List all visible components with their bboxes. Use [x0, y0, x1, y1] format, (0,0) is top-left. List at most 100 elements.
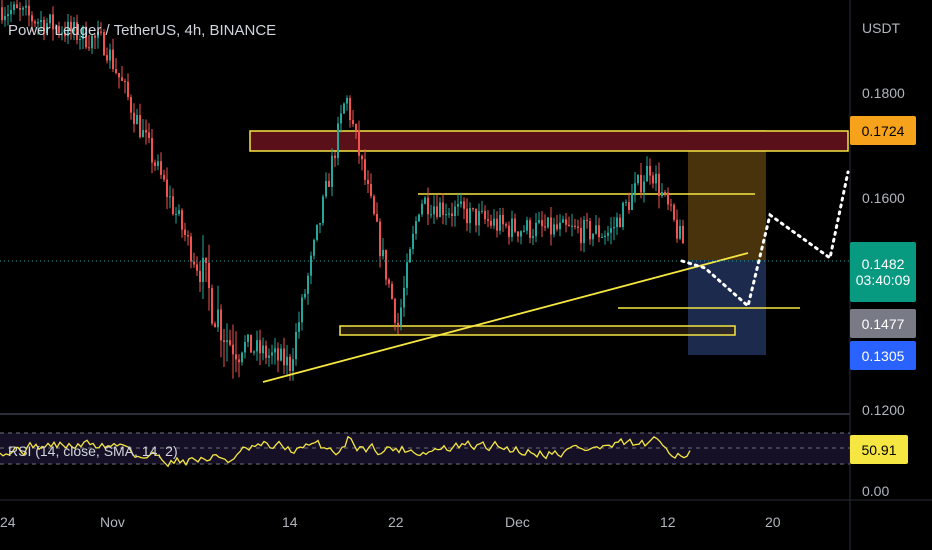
candle-body: [31, 15, 33, 22]
candle-body: [622, 202, 624, 228]
candle-body: [58, 26, 60, 33]
candle-body: [19, 8, 21, 10]
rsi-pane: RSI (14, close, SMA, 14, 2): [0, 432, 850, 468]
candle-body: [481, 210, 483, 212]
x-tick-label: 22: [388, 514, 404, 530]
candle-body: [307, 275, 309, 294]
candle-body: [268, 355, 270, 358]
bar-countdown: 03:40:09: [855, 272, 911, 288]
candle-body: [310, 255, 312, 276]
x-tick-label: 12: [660, 514, 676, 530]
candle-body: [643, 181, 645, 193]
candle-body: [244, 342, 246, 353]
candle-body: [1, 7, 3, 21]
candle-body: [208, 262, 210, 289]
candle-body: [346, 98, 348, 104]
candle-body: [532, 236, 534, 238]
time-axis[interactable]: 24 Nov 14 22 Dec 12 20: [0, 514, 781, 530]
candle-body: [52, 14, 54, 30]
candle-body: [634, 183, 636, 194]
candle-body: [430, 214, 432, 216]
resistance-price-label: 0.1724: [850, 116, 916, 145]
candle-body: [460, 201, 462, 205]
candle-body: [649, 165, 651, 176]
candle-body: [133, 112, 135, 125]
candle-body: [79, 38, 81, 40]
candle-body: [136, 115, 138, 125]
candle-body: [418, 214, 420, 222]
price-axis[interactable]: USDT 0.1800 0.1600 0.1200 0.00: [862, 20, 905, 499]
projection-path: [680, 170, 850, 309]
candle-body: [502, 214, 504, 225]
candle-body: [91, 35, 93, 49]
candle-body: [523, 230, 525, 232]
candle-body: [283, 348, 285, 366]
candle-body: [112, 49, 114, 70]
candle-body: [70, 21, 72, 32]
candle-body: [658, 173, 660, 197]
candle-body: [421, 203, 423, 215]
candle-body: [400, 307, 402, 326]
candle-body: [457, 204, 459, 207]
candle-body: [262, 345, 264, 354]
low-level-label: 0.1305: [850, 341, 916, 370]
candle-body: [583, 219, 585, 244]
candle-body: [298, 322, 300, 332]
candle-body: [205, 257, 207, 263]
candle-body: [325, 180, 327, 197]
candle-body: [229, 340, 231, 345]
candle-body: [145, 130, 147, 133]
candle-body: [655, 173, 657, 184]
candle-body: [196, 264, 198, 271]
candle-body: [190, 236, 192, 262]
candle-body: [556, 224, 558, 230]
candle-body: [349, 98, 351, 121]
candle-body: [220, 309, 222, 341]
candle-body: [553, 224, 555, 235]
candle-body: [517, 231, 519, 237]
y-tick-label: 0.1800: [862, 85, 905, 101]
last-price-value: 0.1482: [861, 256, 905, 272]
candle-body: [679, 225, 681, 239]
candle-body: [550, 217, 552, 235]
candle-body: [13, 4, 15, 10]
candle-body: [667, 192, 669, 205]
candle-body: [592, 233, 594, 240]
candle-body: [406, 262, 408, 288]
candle-body: [109, 49, 111, 61]
resistance-zone: [249, 130, 849, 152]
candle-body: [505, 224, 507, 226]
candle-body: [130, 97, 132, 113]
candle-body: [280, 348, 282, 361]
candle-body: [103, 32, 105, 56]
candle-body: [487, 219, 489, 221]
candle-body: [412, 233, 414, 250]
candle-body: [490, 220, 492, 226]
candle-body: [22, 7, 24, 10]
candle-body: [256, 340, 258, 352]
candle-body: [265, 345, 267, 358]
candle-body: [37, 22, 39, 24]
x-tick-label: 24: [0, 514, 16, 530]
candle-body: [433, 206, 435, 215]
candle-body: [313, 239, 315, 256]
candle-body: [316, 224, 318, 240]
candle-body: [604, 235, 606, 237]
candle-body: [211, 288, 213, 324]
candle-body: [355, 123, 357, 131]
x-tick-label: Nov: [100, 514, 125, 530]
candle-body: [175, 213, 177, 215]
candle-body: [304, 293, 306, 298]
ascending-trendline: [262, 252, 749, 383]
x-tick-label: Dec: [505, 514, 530, 530]
candle-body: [184, 229, 186, 236]
candle-body: [598, 225, 600, 238]
candle-body: [295, 331, 297, 360]
annotation-layer: [249, 130, 849, 355]
y-tick-label: 0.1200: [862, 402, 905, 418]
candle-body: [535, 222, 537, 237]
candle-body: [376, 214, 378, 222]
candle-body: [28, 5, 30, 16]
candle-body: [10, 9, 12, 15]
